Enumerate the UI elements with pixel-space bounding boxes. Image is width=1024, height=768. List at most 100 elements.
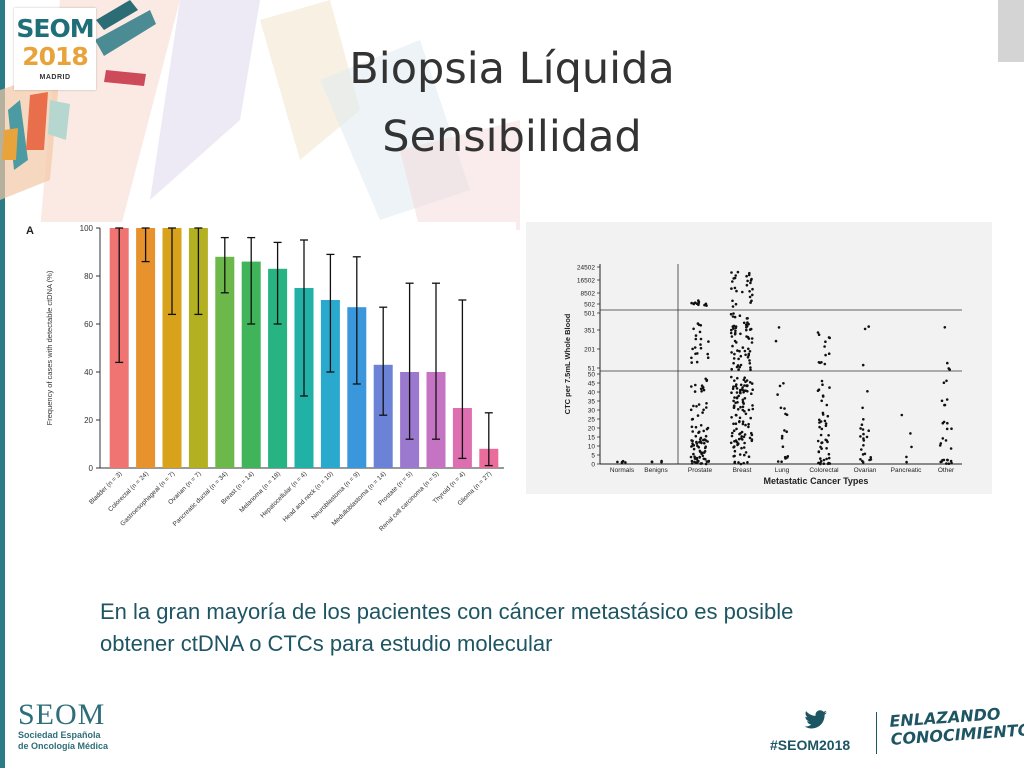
data-point [733,396,736,399]
data-point [774,339,778,343]
data-point [733,449,737,453]
data-point [730,328,733,332]
data-point [735,383,738,386]
data-point [706,440,709,443]
data-point [740,435,743,438]
data-point [751,407,755,411]
data-point [694,425,698,429]
data-point [730,416,733,419]
data-point [701,411,704,414]
data-point [705,379,708,383]
y-tick-label: 15 [588,435,596,442]
y-tick-label: 51 [588,366,596,373]
data-point [817,461,820,465]
data-point [747,425,750,429]
data-point [744,380,747,383]
data-point [690,418,694,421]
data-point [820,379,824,383]
data-point [731,280,734,283]
data-point [691,439,694,443]
data-point [862,444,865,447]
data-point [691,430,694,433]
data-point [698,456,701,459]
data-point [730,287,733,290]
data-point [859,435,862,438]
data-point [620,461,624,465]
data-point [816,439,820,443]
y-tick-label: 40 [588,390,596,397]
data-point [828,386,831,389]
data-point [945,379,948,383]
data-point [785,430,788,433]
data-point [859,427,862,430]
data-point [823,345,826,348]
data-point [741,346,745,349]
data-point [817,450,821,454]
data-point [737,368,740,371]
data-point [744,423,747,427]
data-point [699,343,702,346]
bar [268,268,288,468]
data-point [738,453,742,456]
data-point [698,440,701,444]
data-point [745,274,748,278]
data-point [734,422,738,425]
data-point [732,312,735,315]
chart-b-background [526,222,992,494]
x-tick-label: Ovarian [854,467,877,474]
data-point [730,391,733,394]
data-point [746,356,750,359]
data-point [739,432,742,435]
data-point [946,421,949,425]
data-point [824,340,827,343]
data-point [694,337,698,341]
data-point [945,427,949,431]
x-tick-label: Lung [775,467,790,474]
data-point [731,305,735,308]
data-point [747,322,750,326]
data-point [939,460,942,464]
event-tagline: ENLAZANDO CONOCIMIENTO [889,703,1024,749]
data-point [616,460,619,464]
data-point [910,445,913,449]
data-point [747,422,750,426]
data-point [739,462,743,466]
data-point [741,386,744,389]
data-point [699,337,703,341]
data-point [736,270,740,274]
data-point [900,413,904,417]
data-point [747,337,751,340]
data-point [943,326,947,329]
data-point [743,433,747,436]
data-point [741,438,744,441]
data-point [696,461,699,464]
data-point [941,437,945,440]
data-point [818,418,821,422]
data-point [826,414,830,418]
data-point [947,462,951,465]
data-point [822,462,826,465]
x-tick-label: Breast [733,467,752,474]
footer-divider [876,712,877,754]
data-point [862,437,865,440]
data-point [824,353,827,357]
data-point [818,425,821,429]
data-point [778,384,782,388]
data-point [942,381,946,384]
data-point [776,393,779,396]
data-point [780,434,784,438]
data-point [863,452,867,456]
data-point [742,391,745,394]
data-point [695,456,699,460]
data-point [732,455,735,458]
data-point [938,444,942,447]
data-point [941,458,944,462]
data-point [784,457,787,460]
data-point [699,387,703,391]
data-point [735,391,739,394]
data-point [747,353,750,357]
data-point [748,436,752,440]
data-point [738,416,742,420]
data-point [739,363,743,367]
data-point [746,461,749,464]
